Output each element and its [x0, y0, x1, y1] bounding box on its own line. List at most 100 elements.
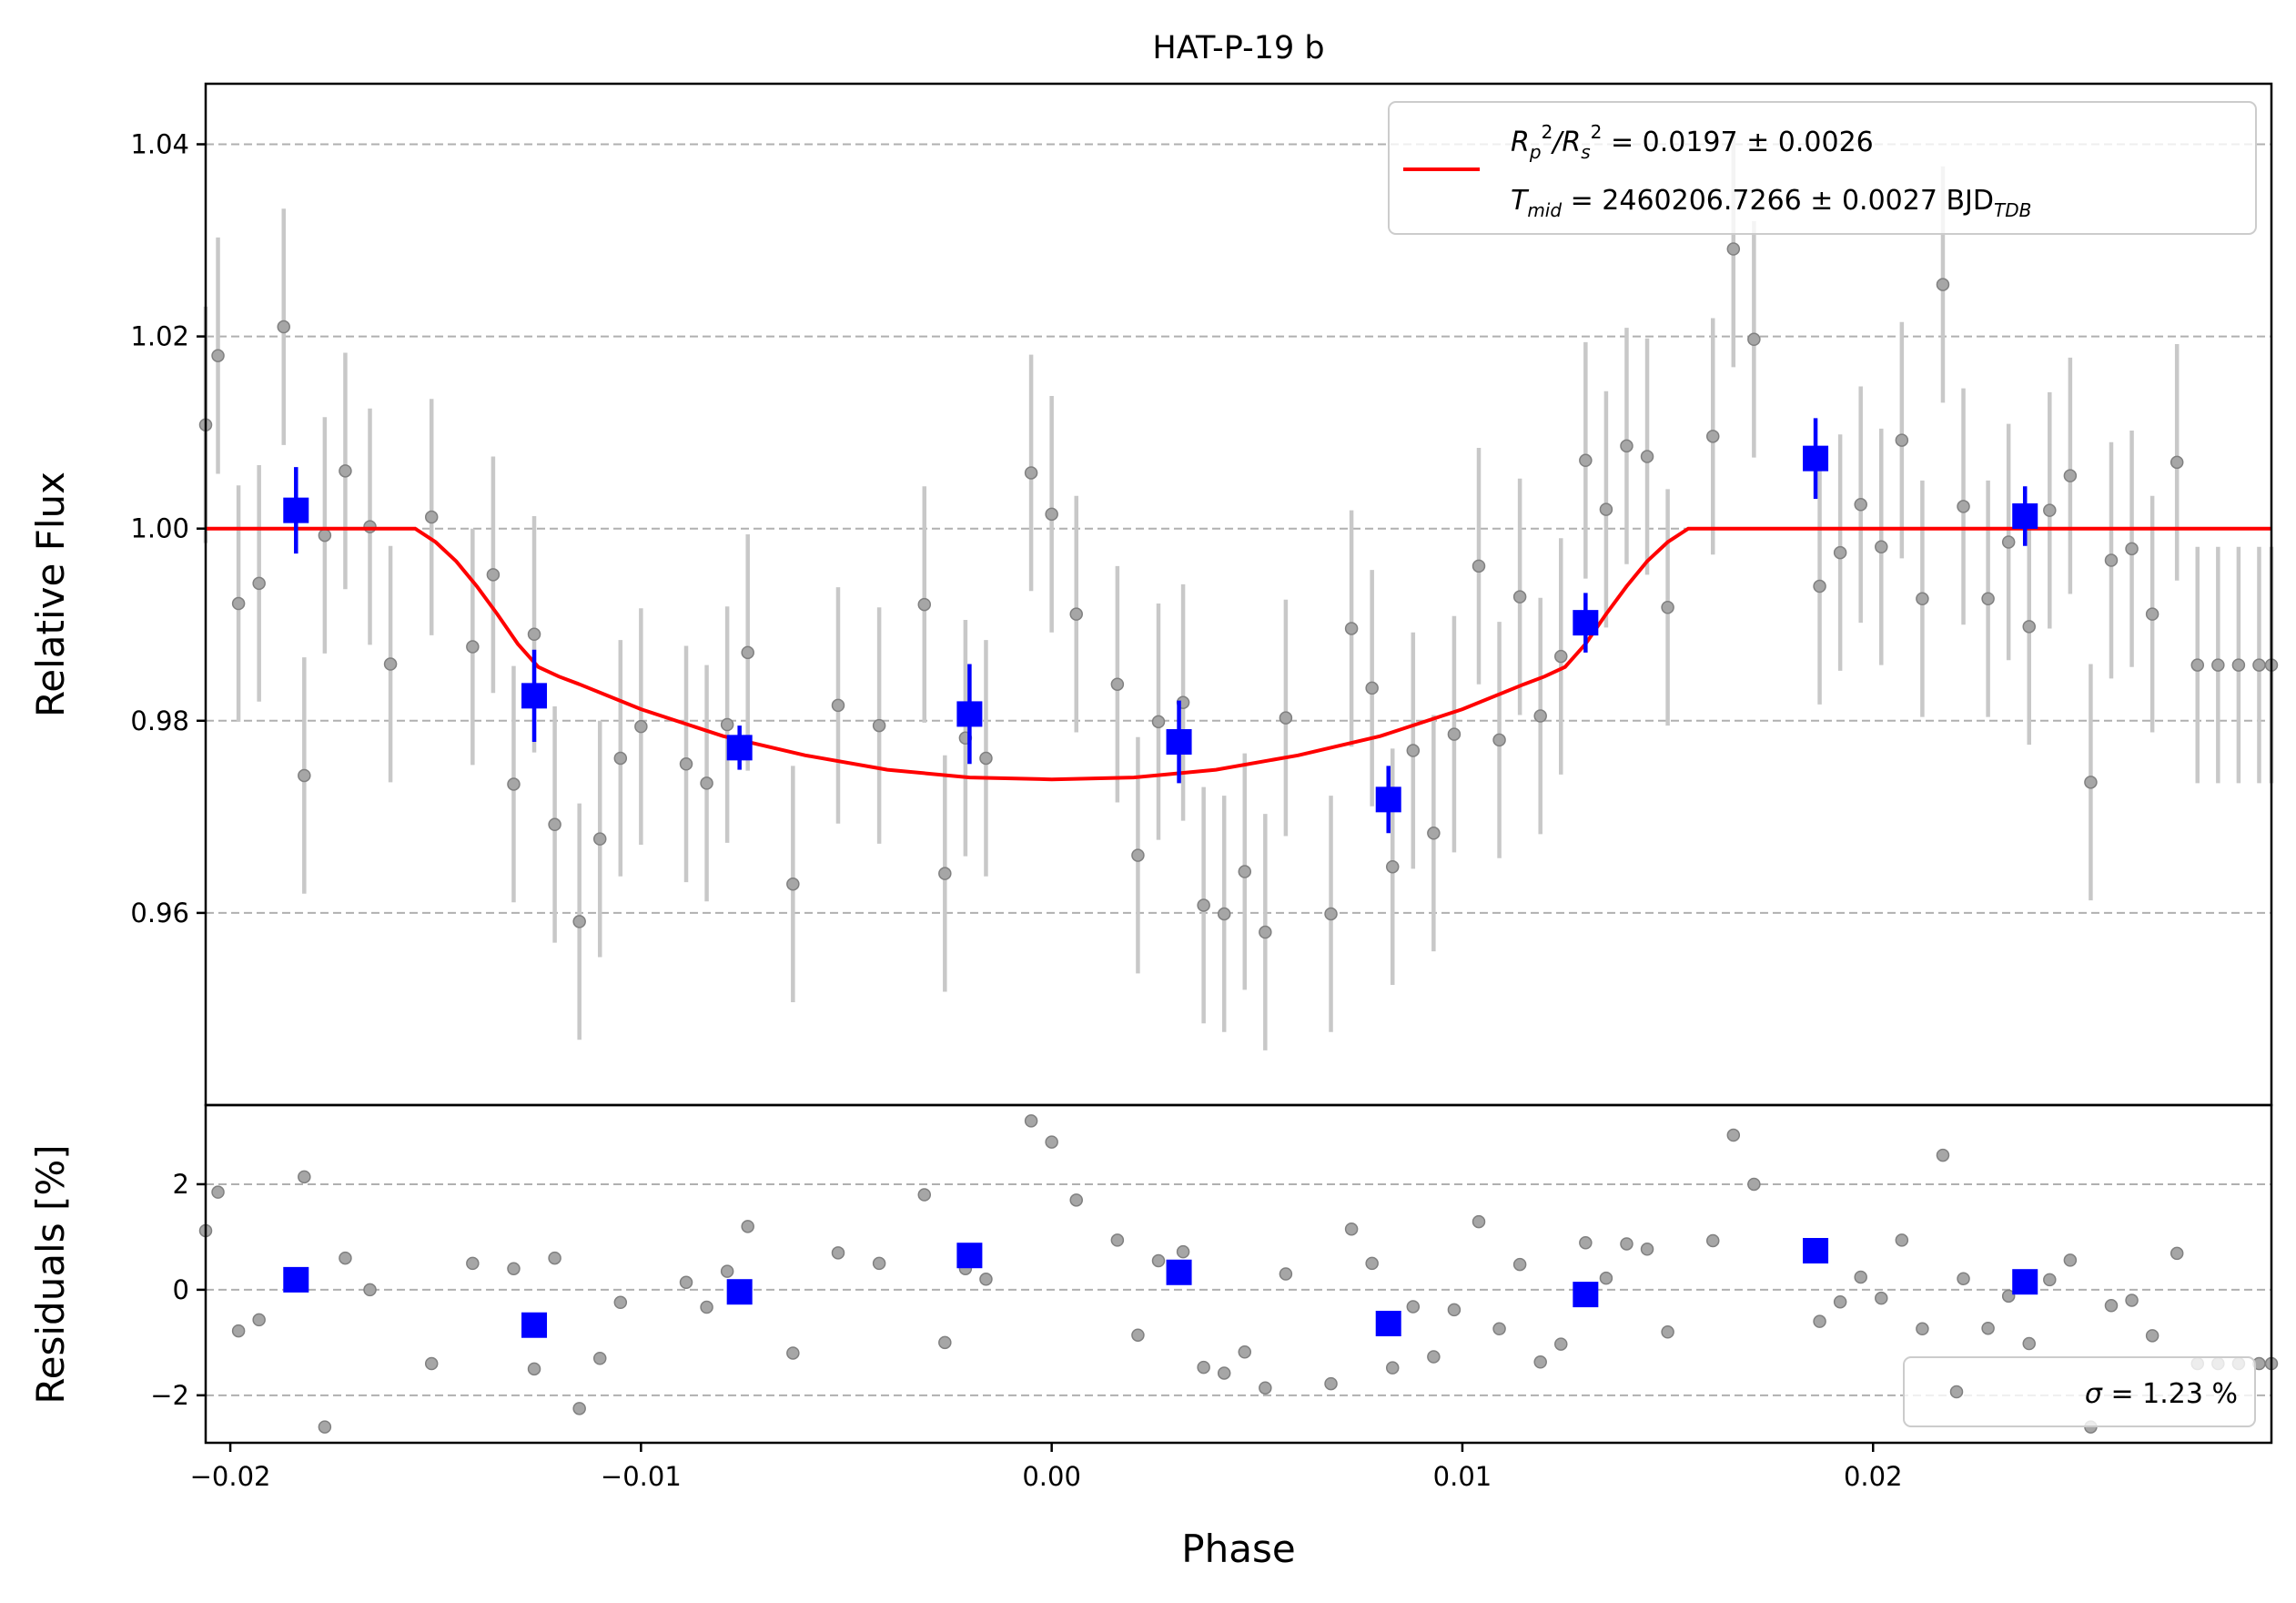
- residuals-raw-point: [679, 1275, 693, 1290]
- residuals-raw-point: [1045, 1135, 1058, 1149]
- residuals-raw-point: [1916, 1322, 1929, 1336]
- residuals-raw-point: [2063, 1253, 2078, 1267]
- residuals-raw-point: [1447, 1303, 1462, 1317]
- residuals-raw-point: [1957, 1272, 1970, 1285]
- flux-raw-point: [2170, 455, 2184, 470]
- flux-raw-point: [1427, 827, 1441, 840]
- flux-y-ticks: 0.96 0.98 1.00 1.02 1.04: [130, 128, 206, 928]
- flux-legend-box: [1388, 101, 2257, 235]
- residuals-raw-point: [318, 1420, 332, 1434]
- residuals-y-ticks: −2 0 2: [150, 1169, 206, 1411]
- flux-y-tick-label: 0.96: [130, 898, 189, 928]
- residuals-raw-point: [1238, 1345, 1252, 1359]
- phase-x-tick-label: 0.00: [1022, 1461, 1081, 1492]
- residuals-raw-point: [1472, 1214, 1486, 1229]
- residuals-raw-point: [700, 1300, 713, 1314]
- residuals-raw-point: [1875, 1291, 1888, 1305]
- residuals-binned-point: [521, 1312, 548, 1338]
- residuals-raw-point: [231, 1324, 246, 1338]
- flux-raw-point: [466, 640, 480, 654]
- flux-raw-point: [1533, 709, 1547, 723]
- residuals-raw-point: [1833, 1294, 1847, 1309]
- residuals-raw-point: [1981, 1321, 1995, 1335]
- flux-raw-point: [486, 568, 501, 582]
- flux-raw-point: [786, 877, 800, 891]
- flux-raw-point: [1492, 733, 1506, 747]
- residuals-raw-point: [1385, 1361, 1400, 1375]
- flux-binned-point: [726, 735, 753, 761]
- flux-raw-point: [1024, 466, 1038, 480]
- flux-binned-point: [521, 683, 548, 709]
- residuals-raw-point: [1110, 1233, 1125, 1247]
- residuals-raw-point: [2125, 1294, 2139, 1307]
- flux-raw-point: [1151, 715, 1166, 729]
- legend-raw-swatch: [1949, 1385, 1964, 1399]
- residuals-binned-point: [2012, 1269, 2038, 1295]
- transit-model-curve: [206, 526, 2271, 782]
- flux-raw-point: [1110, 677, 1125, 691]
- flux-raw-point: [572, 915, 586, 928]
- flux-raw-point: [1131, 848, 1145, 862]
- flux-raw-point: [979, 751, 993, 766]
- residuals-binned-point: [1375, 1310, 1401, 1336]
- residuals-raw-point: [1599, 1271, 1613, 1285]
- flux-binned-point: [1803, 445, 1829, 472]
- residuals-raw-point: [1895, 1233, 1909, 1247]
- flux-raw-point: [1406, 744, 1421, 757]
- flux-raw-point: [720, 717, 734, 732]
- residuals-raw-point: [1365, 1256, 1379, 1271]
- residuals-raw-point: [548, 1251, 561, 1265]
- flux-raw-point: [917, 597, 932, 612]
- flux-raw-point: [1344, 622, 1359, 635]
- residuals-raw-point: [1747, 1177, 1761, 1192]
- residuals-raw-point: [1492, 1322, 1506, 1336]
- residuals-binned-point: [1166, 1259, 1192, 1285]
- flux-raw-point: [1324, 907, 1338, 921]
- phase-x-tick-label: 0.01: [1433, 1461, 1492, 1492]
- flux-raw-point: [1640, 450, 1654, 463]
- flux-raw-point: [1069, 607, 1083, 621]
- residuals-raw-point: [1661, 1325, 1674, 1339]
- flux-raw-point: [1833, 545, 1847, 560]
- flux-raw-point: [1472, 559, 1486, 573]
- flux-raw-point: [2252, 658, 2266, 672]
- flux-raw-point: [1895, 433, 1909, 447]
- flux-binned-point: [956, 701, 983, 727]
- flux-raw-point: [2001, 535, 2016, 549]
- residuals-raw-point: [1344, 1222, 1359, 1236]
- residuals-binned-point: [726, 1279, 753, 1305]
- residuals-raw-point: [1024, 1114, 1038, 1128]
- legend-midtime-entry: Tmid = 2460206.7266 ± 0.0027 BJDTDB: [1511, 185, 2031, 221]
- residuals-legend: σ = 1.23 %: [1903, 1356, 2256, 1427]
- flux-raw-point: [1957, 500, 1970, 513]
- flux-raw-point: [592, 832, 607, 846]
- residuals-raw-point: [527, 1362, 541, 1376]
- flux-raw-point: [2084, 776, 2098, 789]
- residuals-y-tick-label: 2: [173, 1169, 189, 1200]
- flux-raw-point: [1936, 278, 1950, 291]
- residuals-raw-point: [938, 1335, 952, 1350]
- residuals-binned-point: [1803, 1237, 1829, 1263]
- residuals-raw-point: [1533, 1355, 1547, 1369]
- flux-binned-point: [1166, 729, 1192, 756]
- residuals-raw-point: [1131, 1328, 1145, 1342]
- residuals-raw-point: [2145, 1329, 2159, 1343]
- flux-binned-point: [1375, 786, 1401, 813]
- flux-raw-point: [1620, 439, 1633, 453]
- flux-raw-point: [634, 719, 648, 734]
- flux-raw-point: [2022, 620, 2036, 634]
- residuals-y-tick-label: −2: [150, 1380, 189, 1411]
- residuals-raw-point: [1854, 1270, 1867, 1284]
- flux-raw-point: [1512, 590, 1527, 604]
- flux-raw-point: [2231, 658, 2246, 672]
- flux-raw-point: [231, 596, 246, 611]
- flux-raw-point: [1579, 453, 1593, 468]
- phase-x-tick-label: 0.02: [1844, 1461, 1903, 1492]
- flux-raw-point: [2125, 542, 2139, 556]
- flux-raw-point: [1661, 600, 1674, 614]
- flux-raw-point: [679, 757, 693, 771]
- flux-raw-point: [339, 464, 352, 478]
- residuals-raw-point: [613, 1295, 628, 1310]
- residuals-raw-point: [1259, 1381, 1272, 1395]
